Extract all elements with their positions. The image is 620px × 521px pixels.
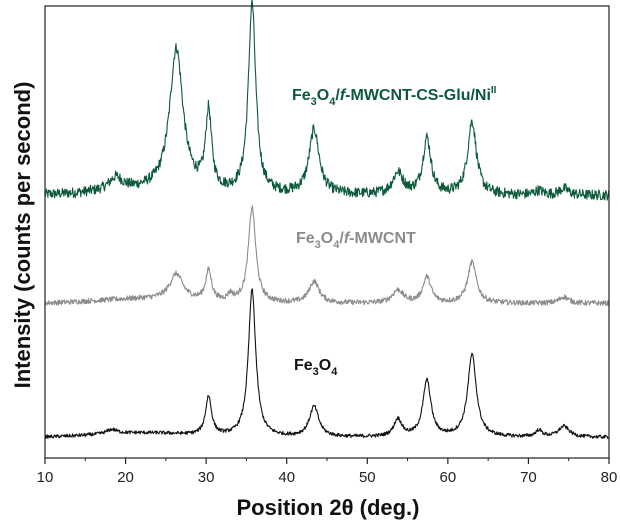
series-line-1 bbox=[44, 205, 610, 307]
x-tick-label-20: 20 bbox=[117, 469, 134, 486]
x-tick-label-80: 80 bbox=[601, 469, 618, 486]
y-axis-title: Intensity (counts per second) bbox=[10, 82, 35, 389]
x-tick-label-10: 10 bbox=[37, 469, 54, 486]
series-line-0 bbox=[44, 0, 610, 201]
x-axis: 10 20 30 40 50 60 70 80 bbox=[37, 5, 618, 486]
series-label-1: Fe3O4/f-MWCNT bbox=[296, 230, 416, 251]
series-line-2 bbox=[44, 288, 610, 439]
series-labels: Fe3O4/f-MWCNT-CS-Glu/NiII Fe3O4/f-MWCNT … bbox=[292, 85, 497, 378]
x-tick-label-30: 30 bbox=[198, 469, 215, 486]
series-label-2: Fe3O4 bbox=[294, 357, 338, 378]
x-tick-label-40: 40 bbox=[278, 469, 295, 486]
x-tick-label-70: 70 bbox=[520, 469, 537, 486]
series-label-0: Fe3O4/f-MWCNT-CS-Glu/NiII bbox=[292, 85, 497, 108]
plot-area bbox=[44, 0, 610, 439]
x-tick-label-60: 60 bbox=[440, 469, 457, 486]
x-tick-label-50: 50 bbox=[359, 469, 376, 486]
x-axis-title: Position 2θ (deg.) bbox=[236, 495, 419, 520]
